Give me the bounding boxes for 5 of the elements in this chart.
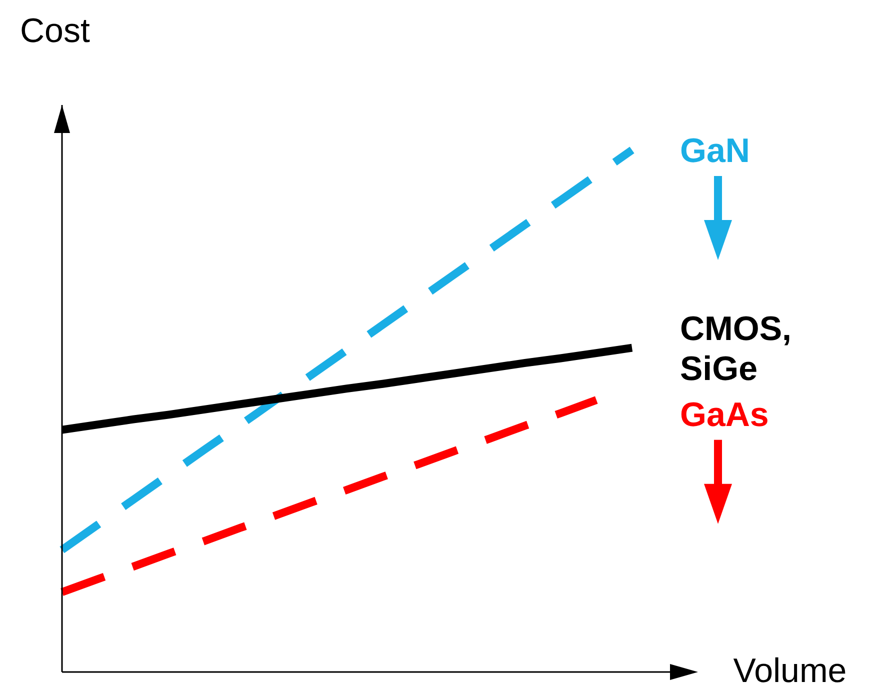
y-axis-title: Cost xyxy=(20,12,90,50)
series-label: CMOS, SiGe xyxy=(680,310,792,388)
text: GaAs xyxy=(680,396,769,434)
x-axis-title: Volume xyxy=(733,652,847,690)
series-label: GaN xyxy=(680,132,750,170)
